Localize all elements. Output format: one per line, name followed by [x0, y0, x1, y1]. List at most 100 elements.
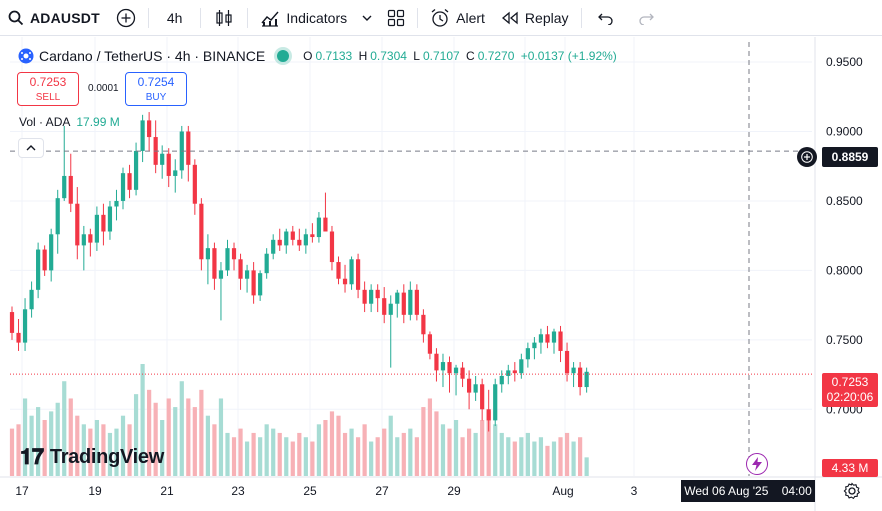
- close-value: 0.7270: [477, 49, 515, 63]
- candle-body: [427, 334, 433, 354]
- candle-body: [499, 375, 504, 385]
- collapse-legend-button[interactable]: [18, 138, 44, 158]
- volume-bar: [453, 420, 459, 476]
- candle-body: [388, 303, 393, 315]
- volume-bar: [362, 424, 367, 476]
- sell-button[interactable]: 0.7253 SELL: [17, 72, 79, 106]
- buy-price: 0.7254: [137, 75, 175, 89]
- crosshair-overlay: [10, 42, 812, 476]
- volume-value: 17.99 M: [76, 115, 120, 129]
- spread-value: 0.0001: [88, 83, 119, 94]
- candle-body: [36, 249, 41, 290]
- candle-body: [460, 367, 465, 379]
- volume-bars: [9, 364, 589, 476]
- candle-body: [277, 239, 282, 246]
- candle-body: [362, 289, 367, 304]
- candle-body: [94, 214, 99, 243]
- candle-body: [414, 289, 419, 315]
- volume-bar: [460, 437, 465, 476]
- volume-bar: [231, 437, 237, 476]
- chart-title: Cardano / TetherUS · 4h · BINANCE: [39, 48, 266, 64]
- sell-price: 0.7253: [29, 75, 67, 89]
- volume-bar: [408, 428, 413, 476]
- candle-body: [205, 248, 210, 260]
- volume-bar: [440, 424, 446, 476]
- volume-bar: [238, 428, 243, 476]
- realtime-flash-button[interactable]: [746, 453, 768, 475]
- toolbar-divider: [417, 7, 419, 28]
- redo-icon: [638, 13, 654, 25]
- indicators-button[interactable]: Indicators: [252, 0, 355, 36]
- replay-icon: [501, 11, 518, 24]
- volume-label: Vol · ADA: [19, 115, 71, 129]
- volume-bar: [525, 432, 530, 476]
- volume-bar: [212, 424, 217, 476]
- volume-bar: [22, 398, 28, 476]
- favorites-dropdown[interactable]: [355, 0, 379, 36]
- volume-bar: [133, 394, 139, 476]
- last-price-label: 0.7253 02:20:06: [822, 373, 878, 407]
- candle-body: [297, 239, 302, 246]
- symbol-search-button[interactable]: ADAUSDT: [0, 0, 108, 36]
- volume-bar: [480, 420, 485, 476]
- tradingview-logo[interactable]: 𝟏𝟕 TradingView: [20, 444, 164, 470]
- candle-body: [173, 170, 178, 176]
- candle-body: [486, 409, 491, 421]
- toolbar-divider: [147, 7, 149, 28]
- redo-button[interactable]: [626, 0, 666, 36]
- volume-bar: [355, 437, 361, 476]
- scale-settings-button[interactable]: [843, 482, 861, 500]
- volume-bar: [578, 437, 583, 476]
- volume-bar: [140, 364, 145, 476]
- volume-bar: [421, 407, 426, 476]
- candle-body: [329, 231, 335, 263]
- candle-body: [62, 175, 67, 199]
- candle-body: [29, 289, 34, 310]
- high-key: H: [358, 49, 368, 63]
- close-key: C: [466, 49, 475, 63]
- compare-button[interactable]: [108, 0, 144, 36]
- symbol-name: ADAUSDT: [30, 9, 100, 26]
- volume-bar: [186, 398, 191, 476]
- alert-button[interactable]: Alert: [422, 0, 493, 36]
- y-tick-label: 0.8000: [826, 263, 863, 277]
- buy-button[interactable]: 0.7254 BUY: [125, 72, 187, 106]
- last-price-value: 0.7253: [831, 375, 869, 389]
- candle-body: [349, 259, 354, 285]
- volume-bar: [62, 381, 67, 476]
- volume-bar: [486, 411, 491, 476]
- candle-body: [578, 367, 583, 388]
- candle-body: [447, 362, 452, 374]
- volume-bar: [127, 424, 132, 476]
- candle-body: [525, 348, 530, 360]
- volume-bar: [499, 432, 504, 476]
- add-alert-plus-button[interactable]: [797, 147, 817, 167]
- top-toolbar: ADAUSDT 4h Indicators Alert Replay: [0, 0, 882, 36]
- chart-type-button[interactable]: [205, 0, 243, 36]
- interval-button[interactable]: 4h: [153, 0, 197, 36]
- toolbar-divider: [580, 7, 582, 28]
- y-tick-label: 0.9000: [826, 125, 863, 139]
- candle-body: [408, 289, 413, 315]
- volume-bar: [506, 437, 511, 476]
- chevron-up-icon: [26, 145, 36, 151]
- volume-bar: [29, 415, 34, 476]
- volume-bar: [114, 428, 119, 476]
- layout-button[interactable]: [379, 0, 413, 36]
- volume-bar: [9, 428, 15, 476]
- candle-body: [16, 332, 21, 343]
- volume-bar: [75, 415, 80, 476]
- change-value: +0.0137 (+1.92%): [520, 49, 617, 63]
- gear-icon: [843, 482, 861, 500]
- volume-bar: [329, 411, 335, 476]
- volume-bar: [538, 437, 544, 476]
- candle-body: [284, 231, 289, 246]
- volume-bar: [342, 432, 348, 476]
- volume-bar: [258, 437, 263, 476]
- replay-button[interactable]: Replay: [493, 0, 577, 36]
- candle-body: [140, 120, 145, 151]
- low-key: L: [413, 49, 420, 63]
- y-tick-label: 0.7500: [826, 333, 863, 347]
- undo-button[interactable]: [586, 0, 626, 36]
